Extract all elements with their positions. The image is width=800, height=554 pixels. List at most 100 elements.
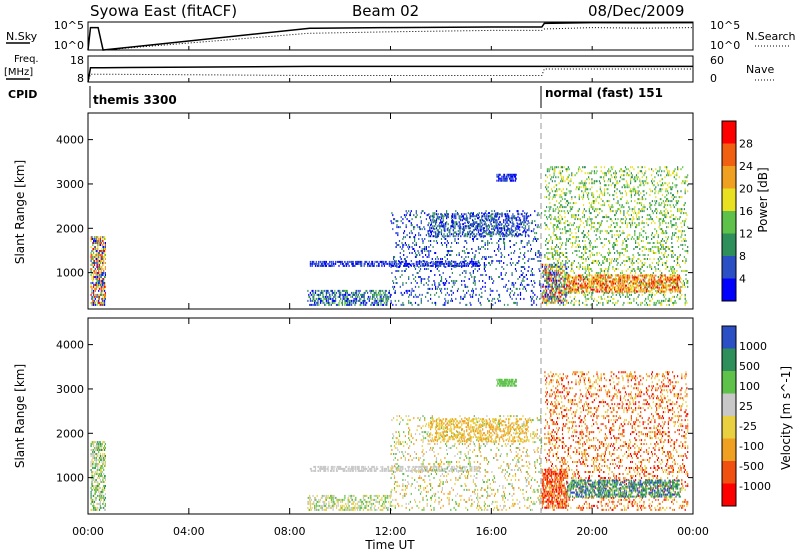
range-cell [446,221,448,224]
range-cell [671,238,673,240]
range-cell [550,206,552,209]
range-cell [577,287,580,290]
range-cell [366,289,368,292]
range-cell [569,202,571,205]
range-cell [458,262,460,265]
range-cell [577,246,580,248]
range-cell [619,192,622,195]
range-cell [466,242,468,244]
range-cell [450,254,452,256]
range-cell [617,291,619,294]
range-cell [553,262,555,264]
range-cell [614,234,616,237]
range-cell [491,213,493,216]
range-cell [447,264,449,267]
range-cell [638,190,640,193]
range-cell [562,254,564,256]
range-cell [640,260,642,262]
range-cell [543,271,545,274]
range-cell [646,214,648,217]
range-cell [524,221,526,224]
range-cell [563,206,565,209]
range-cell [362,299,364,302]
range-cell [332,297,334,300]
range-cell [624,240,627,242]
range-cell [462,223,464,226]
range-cell [619,230,621,233]
range-cell [634,291,636,294]
range-cell [656,262,658,264]
range-cell [422,264,424,266]
range-cell [583,182,585,185]
range-cell [496,179,498,182]
range-cell [102,303,104,306]
range-cell [523,219,525,222]
range-cell [392,264,394,267]
range-cell [446,212,448,215]
range-cell [634,194,636,197]
range-cell [330,260,332,263]
range-cell [533,238,535,240]
range-cell [451,225,453,228]
range-cell [535,303,538,306]
range-cell [471,248,473,250]
range-cell [554,168,556,171]
range-cell [477,231,480,234]
range-cell [626,200,628,203]
range-cell [627,295,629,298]
range-cell [658,283,660,286]
range-cell [603,216,605,219]
range-cell [496,175,498,178]
range-cell [97,268,99,270]
range-cell [588,198,590,201]
range-cell [104,285,106,288]
range-cell [492,225,494,228]
range-cell [542,299,544,302]
range-cell [682,280,685,282]
range-cell [661,188,664,191]
range-cell [647,280,649,282]
range-cell [638,224,640,227]
range-cell [633,268,635,270]
range-cell [465,256,467,258]
range-cell [554,218,556,221]
range-cell [362,301,364,304]
range-cell [567,168,569,171]
range-cell [498,238,501,240]
range-cell [588,278,590,280]
range-cell [544,285,546,288]
range-cell [372,293,375,296]
range-cell [497,175,499,178]
range-cell [432,264,434,267]
range-cell [588,176,590,179]
range-cell [584,272,586,274]
range-cell [378,262,380,265]
range-cell [344,299,346,302]
range-cell [404,236,406,239]
range-cell [523,276,525,278]
range-cell [530,303,532,306]
range-cell [546,216,548,219]
range-cell [394,276,396,278]
range-cell [565,248,567,250]
range-cell [422,256,424,258]
range-cell [494,301,496,304]
range-cell [555,190,557,193]
range-cell [433,219,435,222]
range-cell [447,260,449,263]
range-cell [94,268,96,270]
range-cell [464,293,466,296]
range-cell [408,220,410,223]
range-cell [673,234,675,237]
range-cell [469,217,471,220]
range-cell [317,264,319,267]
range-cell [398,266,401,268]
range-cell [673,170,675,173]
range-cell [406,289,408,292]
range-cell [367,262,369,265]
range-cell [420,280,422,282]
range-cell [487,242,489,244]
range-cell [664,196,666,199]
range-cell [342,297,344,300]
range-cell [92,254,94,256]
